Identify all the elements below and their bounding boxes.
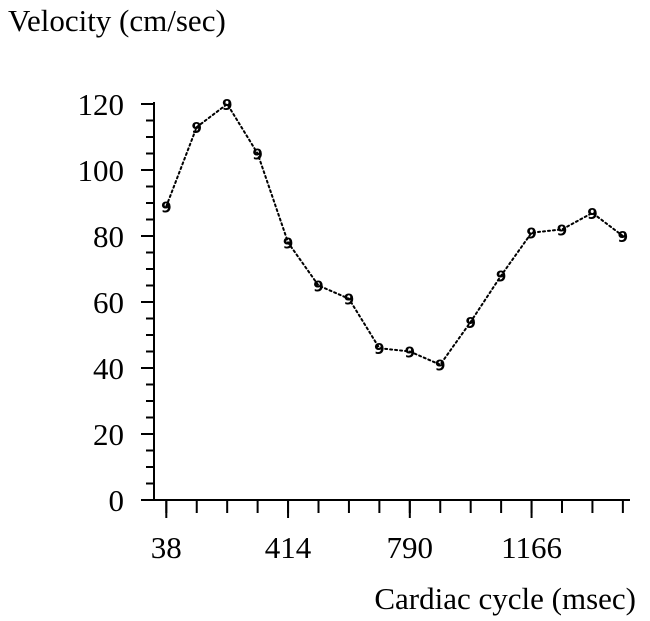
y-axis-title: Velocity (cm/sec)	[8, 3, 226, 38]
velocity-data-point-13: 9	[526, 225, 536, 243]
y-tick-label: 0	[109, 483, 125, 518]
y-tick-label: 20	[93, 417, 124, 452]
velocity-data-point-4: 9	[252, 146, 262, 164]
velocity-data-point-12: 9	[496, 268, 506, 286]
velocity-data-point-2: 9	[192, 119, 202, 137]
x-tick-label: 790	[387, 530, 434, 565]
axes-layer: 0 20 40 60 80 100 120 38 414 790 1166	[78, 87, 630, 565]
velocity-data-point-11: 9	[465, 314, 475, 332]
series-layer: 9 9 9 9 9 9 9 9 9 9 9 9 9 9 9 9	[161, 96, 628, 375]
velocity-data-point-9: 9	[405, 344, 415, 362]
velocity-data-point-3: 9	[222, 96, 232, 114]
velocity-data-point-5: 9	[283, 235, 293, 253]
velocity-data-point-1: 9	[161, 198, 171, 216]
velocity-data-point-14: 9	[557, 221, 567, 239]
x-tick-label: 38	[151, 530, 182, 565]
velocity-data-point-16: 9	[618, 228, 628, 246]
velocity-data-point-8: 9	[374, 340, 384, 358]
velocity-data-point-15: 9	[587, 205, 597, 223]
velocity-data-point-10: 9	[435, 357, 445, 375]
y-tick-label: 40	[93, 351, 124, 386]
x-tick-label: 1166	[501, 530, 562, 565]
y-tick-label: 120	[78, 87, 125, 122]
x-axis-title: Cardiac cycle (msec)	[374, 581, 636, 616]
y-tick-label: 100	[78, 153, 125, 188]
y-tick-label: 60	[93, 285, 124, 320]
velocity-data-point-7: 9	[344, 291, 354, 309]
velocity-data-point-6: 9	[313, 278, 323, 296]
y-tick-label: 80	[93, 219, 124, 254]
x-tick-label: 414	[265, 530, 312, 565]
velocity-series-line	[165, 103, 624, 366]
